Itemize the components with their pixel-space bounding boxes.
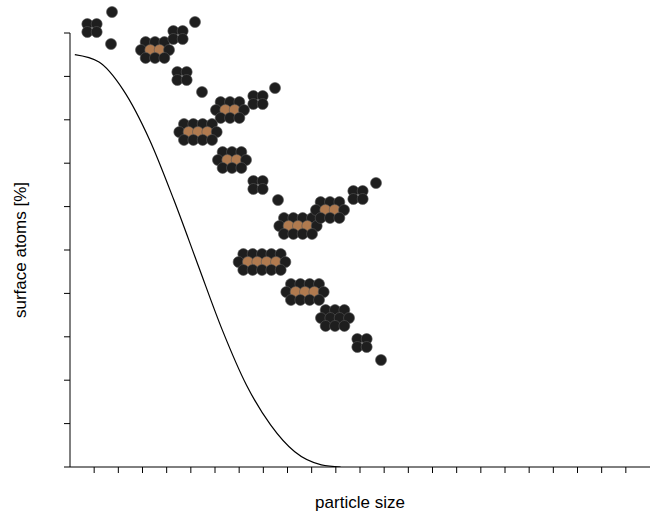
svg-text:particle size: particle size bbox=[315, 493, 405, 512]
svg-text:surface atoms [%]: surface atoms [%] bbox=[11, 182, 30, 318]
